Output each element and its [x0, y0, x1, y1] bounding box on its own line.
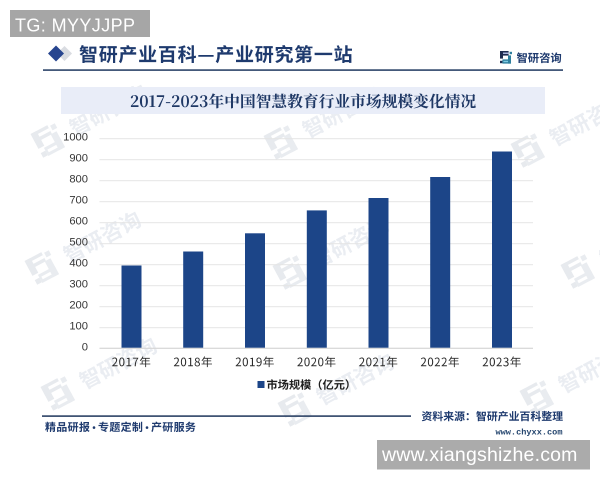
svg-text:300: 300	[69, 278, 88, 290]
svg-text:100: 100	[69, 320, 88, 332]
svg-text:700: 700	[69, 194, 88, 206]
svg-text:0: 0	[82, 341, 88, 353]
svg-text:800: 800	[69, 173, 88, 185]
svg-text:www.xiangshizhe.com: www.xiangshizhe.com	[381, 444, 578, 466]
svg-text:900: 900	[69, 152, 88, 164]
svg-text:500: 500	[69, 236, 88, 248]
svg-text:400: 400	[69, 257, 88, 269]
svg-text:200: 200	[69, 299, 88, 311]
svg-text:1000: 1000	[63, 131, 88, 143]
svg-text:www.chyxx.com: www.chyxx.com	[495, 427, 562, 437]
svg-text:600: 600	[69, 215, 88, 227]
svg-text:TG: MYYJJPP: TG: MYYJJPP	[15, 16, 135, 36]
